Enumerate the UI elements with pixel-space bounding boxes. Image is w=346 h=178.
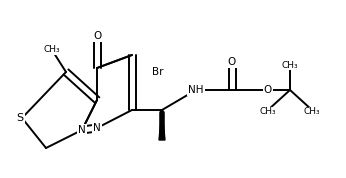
Polygon shape bbox=[159, 110, 165, 140]
Text: N: N bbox=[78, 125, 86, 135]
Text: N: N bbox=[93, 123, 101, 133]
Text: CH₃: CH₃ bbox=[44, 46, 60, 54]
Text: CH₃: CH₃ bbox=[260, 108, 276, 116]
Text: Br: Br bbox=[152, 67, 164, 77]
Text: O: O bbox=[93, 31, 101, 41]
Text: S: S bbox=[17, 113, 24, 123]
Text: O: O bbox=[228, 57, 236, 67]
Text: CH₃: CH₃ bbox=[282, 61, 298, 69]
Text: NH: NH bbox=[188, 85, 204, 95]
Text: O: O bbox=[264, 85, 272, 95]
Text: CH₃: CH₃ bbox=[304, 108, 320, 116]
